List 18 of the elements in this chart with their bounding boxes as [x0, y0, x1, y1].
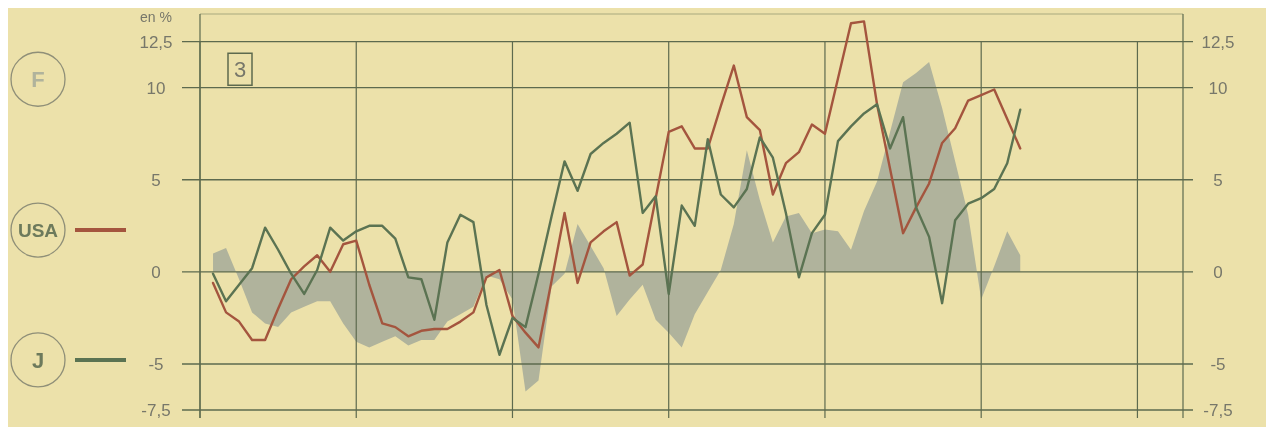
y-axis-title: en % [140, 8, 172, 25]
y-tick-label: 10 [146, 78, 166, 98]
line-series [211, 20, 1022, 349]
y2-tick-label: 10 [1208, 78, 1228, 98]
y2-tick-label: 12,5 [1201, 32, 1235, 52]
text: F [31, 67, 45, 93]
legend-label: USA [17, 219, 59, 241]
y2-tick-label: 0 [1213, 262, 1223, 282]
y2-tick-label: 5 [1213, 170, 1223, 190]
y-tick-label: 5 [151, 170, 161, 190]
y-tick-label: 0 [151, 262, 161, 282]
y-tick-label: 12,5 [139, 32, 173, 52]
y2-tick-label: -7,5 [1203, 400, 1233, 420]
y-tick-label: -5 [148, 354, 164, 374]
y2-tick-label: -5 [1210, 354, 1226, 374]
annotation: 3 [233, 56, 247, 82]
legend-label: J [31, 347, 45, 373]
y-tick-label: -7,5 [141, 400, 171, 420]
